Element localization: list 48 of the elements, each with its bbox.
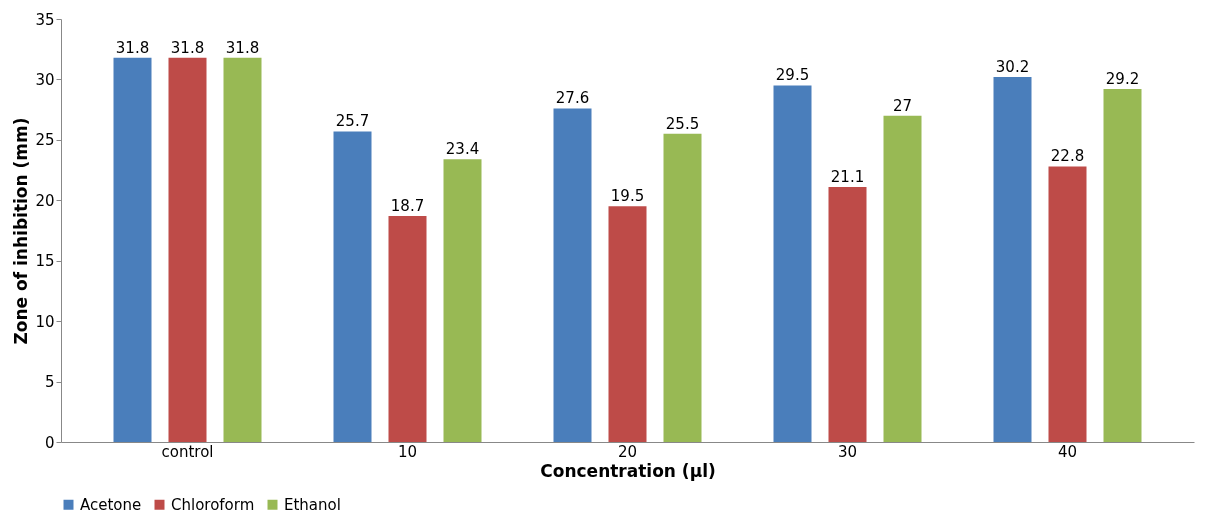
data-label: 29.5 [775,66,810,85]
y-tick-label: 35 [35,10,55,29]
bar [828,186,867,442]
bar [663,133,702,442]
data-label: 31.8 [115,38,150,57]
y-tick-label: 30 [35,70,55,89]
y-tick-label: 15 [35,252,55,271]
bar [113,57,152,442]
bar [223,57,262,442]
data-label: 21.1 [830,167,865,186]
bar [1103,89,1142,442]
bar [388,216,427,442]
data-label: 31.8 [170,38,205,57]
bar [168,57,207,442]
y-tick-label: 20 [35,191,55,210]
data-label: 27.6 [555,89,590,108]
data-label: 19.5 [610,187,645,206]
y-tick-label: 0 [44,433,55,452]
x-axis-title: Concentration (μl) [540,460,716,481]
y-tick-label: 10 [35,312,55,331]
bar [333,131,372,442]
y-axis-title: Zone of inhibition (mm) [11,117,32,345]
bar [553,108,592,442]
data-label: 30.2 [995,58,1030,77]
bar [883,115,922,442]
data-label: 25.5 [665,114,700,133]
legend-label: Chloroform [171,495,255,514]
data-label: 31.8 [225,38,260,57]
data-label: 27 [892,96,913,115]
data-label: 18.7 [390,197,425,215]
bar [608,206,647,442]
x-tick-label: 10 [397,442,418,461]
y-tick-label: 25 [35,131,55,150]
data-label: 29.2 [1105,70,1140,89]
x-tick-label: 20 [617,442,638,461]
y-tick-label: 5 [44,373,55,392]
data-label: 23.4 [445,140,480,159]
legend-label: Ethanol [284,495,341,514]
bar [773,85,812,442]
data-label: 25.7 [335,112,370,131]
x-tick-label: control [161,442,214,461]
bar [443,159,482,442]
bar [1048,166,1087,442]
data-label: 22.8 [1050,147,1085,166]
legend-label: Acetone [80,495,142,514]
x-tick-label: 30 [837,442,858,461]
x-tick-label: 40 [1057,442,1078,461]
bar [993,77,1032,442]
